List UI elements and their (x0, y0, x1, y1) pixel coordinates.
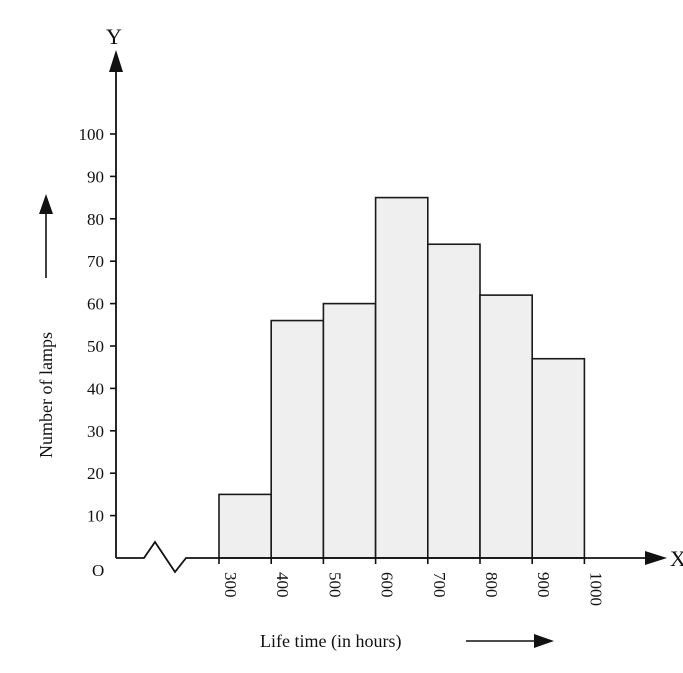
y-tick-label: 20 (87, 464, 104, 483)
bar-500-600 (322, 302, 377, 559)
y-tick-label: 40 (87, 379, 104, 398)
x-ticks-group: 300 400 500 600 700 800 900 1000 (218, 558, 605, 606)
x-tick-label: 500 (325, 572, 344, 598)
y-tick-label: 10 (87, 507, 104, 526)
bar-400-500 (270, 319, 325, 559)
x-tick-label: 1000 (586, 572, 605, 606)
y-axis-label: Number of lamps (36, 332, 56, 458)
y-tick-label: 50 (87, 337, 104, 356)
x-tick-label: 600 (378, 572, 397, 598)
x-axis-label: Life time (in hours) (260, 631, 401, 652)
y-tick-label: 100 (79, 125, 105, 144)
y-tick-label: 30 (87, 422, 104, 441)
x-label-arrow (466, 634, 554, 648)
x-axis-arrowhead (645, 551, 667, 565)
bars-group (218, 196, 586, 559)
y-ticks-group: 10 20 30 40 50 60 70 80 90 100 (79, 125, 116, 526)
x-axis-break (116, 540, 655, 574)
y-axis-arrowhead (109, 50, 123, 72)
x-tick-label: 400 (273, 572, 292, 598)
bar-900-1000 (531, 357, 586, 559)
y-label-arrow (39, 194, 53, 278)
x-tick-label: 900 (534, 572, 553, 598)
y-tick-label: 90 (87, 167, 104, 186)
axes-group (109, 50, 667, 574)
y-tick-label: 70 (87, 252, 104, 271)
x-axis-letter: X (670, 546, 683, 571)
origin-label: O (92, 561, 104, 580)
y-tick-label: 60 (87, 295, 104, 314)
y-axis-letter: Y (106, 24, 122, 49)
bar-300-400 (218, 493, 273, 559)
x-tick-label: 300 (221, 572, 240, 598)
x-tick-label: 700 (430, 572, 449, 598)
y-tick-label: 80 (87, 210, 104, 229)
bar-700-800 (426, 243, 481, 559)
bar-800-900 (479, 294, 534, 559)
x-tick-label: 800 (482, 572, 501, 598)
bar-600-700 (374, 196, 429, 559)
